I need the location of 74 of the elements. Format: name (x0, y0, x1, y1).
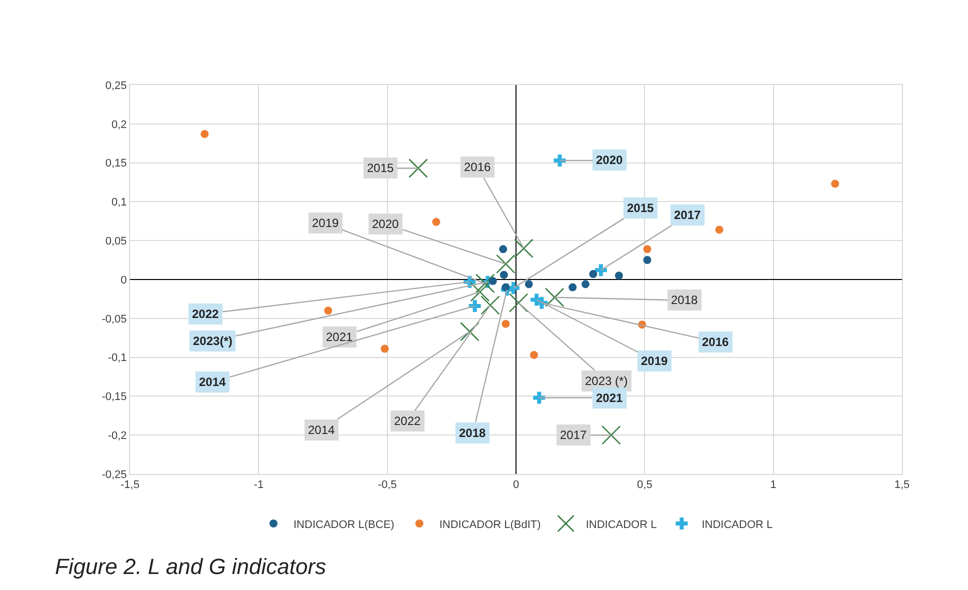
annotation: 2014 (199, 375, 226, 389)
point (530, 350, 538, 359)
point (514, 238, 534, 258)
legend-label: INDICADOR L (702, 518, 773, 531)
y-tick-label: -0,2 (108, 430, 127, 442)
point (496, 254, 516, 274)
point (408, 158, 428, 178)
x-tick-label: 0,5 (637, 479, 652, 492)
y-tick-label: 0,15 (105, 158, 127, 170)
point (715, 226, 724, 234)
point (544, 288, 564, 308)
y-tick-label: -0,05 (102, 313, 127, 326)
annotation: 2017 (560, 428, 588, 442)
annotation: 2021 (326, 330, 354, 344)
x-tick-label: -1,5 (120, 479, 140, 492)
caption: Figure 2. L and G indicators (55, 554, 326, 579)
annotation: 2020 (372, 217, 400, 231)
point (499, 245, 508, 254)
point (502, 320, 510, 328)
point (581, 280, 590, 288)
annotation: 2017 (674, 208, 702, 222)
annotation: 2020 (596, 153, 624, 167)
x-tick-label: -1 (254, 479, 264, 492)
point (602, 425, 621, 445)
point (524, 280, 533, 288)
annotation: 2019 (641, 354, 668, 368)
point (468, 300, 481, 312)
point (643, 256, 652, 264)
legend-label: INDICADOR L (586, 518, 657, 531)
point (324, 306, 332, 315)
x-tick-label: -0,5 (378, 479, 397, 492)
annotation: 2016 (464, 160, 492, 174)
point (614, 272, 623, 280)
annotation: 2023 (*) (585, 374, 628, 388)
point (380, 344, 389, 353)
point (831, 180, 840, 188)
annotation: 2023(*) (193, 334, 232, 348)
y-tick-label: 0,25 (105, 80, 127, 92)
x-tick-label: 0 (512, 479, 520, 492)
point (568, 283, 577, 292)
point (475, 274, 495, 294)
point (460, 322, 480, 342)
annotation: 2014 (308, 423, 336, 437)
point (594, 264, 607, 276)
point (643, 245, 652, 254)
point (480, 296, 500, 315)
annotation: 2015 (627, 201, 654, 215)
annotation: 2022 (192, 307, 220, 321)
annotation: 2018 (459, 426, 486, 440)
y-tick-label: 0 (120, 274, 127, 286)
y-tick-label: -0,25 (102, 468, 127, 481)
annotation: 2019 (312, 216, 340, 230)
point (488, 277, 497, 286)
y-tick-label: 0,1 (112, 196, 127, 209)
y-tick-label: 0,05 (105, 235, 127, 248)
annotation: 2022 (394, 414, 422, 428)
point (200, 130, 209, 138)
point (554, 154, 566, 166)
x-tick-label: 1 (770, 479, 776, 492)
point (500, 270, 508, 279)
annotation: 2018 (671, 293, 698, 307)
legend-label: INDICADOR L(BdIT) (439, 518, 541, 531)
x-tick-label: 1,5 (894, 479, 910, 492)
y-tick-label: 0,2 (112, 118, 127, 131)
legend-label: INDICADOR L(BCE) (294, 518, 394, 531)
point (432, 218, 440, 226)
y-tick-label: -0,15 (102, 391, 127, 404)
y-tick-label: -0,1 (108, 352, 127, 364)
annotation: 2021 (596, 391, 624, 405)
point (508, 293, 528, 312)
point (589, 270, 598, 278)
annotation: 2016 (702, 335, 730, 349)
point (470, 282, 490, 302)
annotation: 2015 (367, 161, 394, 175)
